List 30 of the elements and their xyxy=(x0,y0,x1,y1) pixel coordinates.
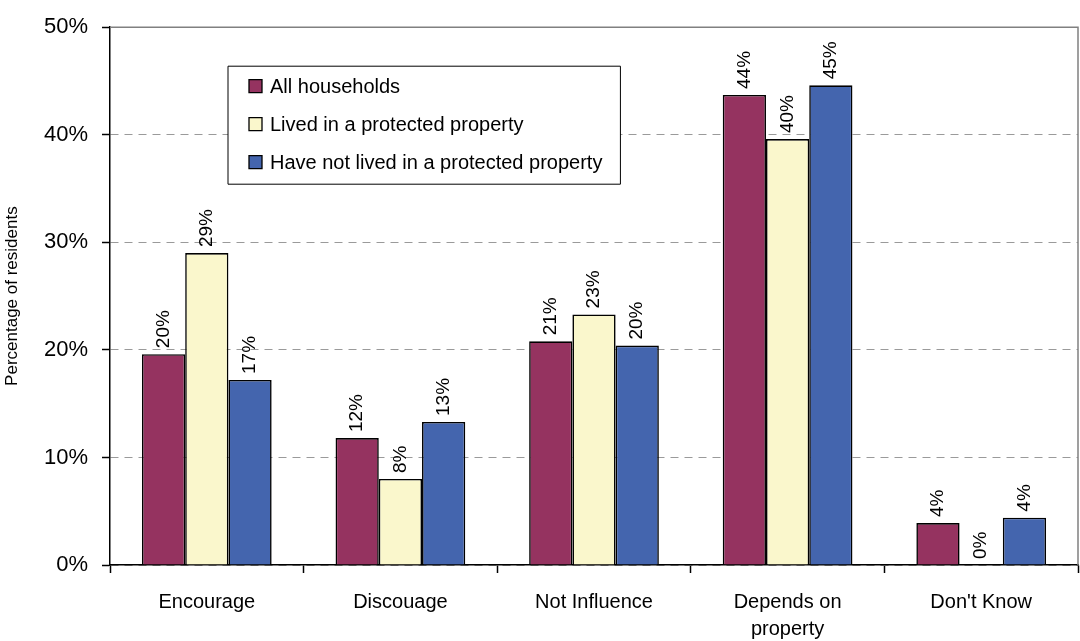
data-label: 40% xyxy=(775,94,797,134)
x-tick-label: Discouage xyxy=(353,590,448,613)
data-label: 20% xyxy=(151,310,173,349)
x-tick-label: Not Influence xyxy=(535,590,653,613)
data-label: 21% xyxy=(539,297,560,336)
legend-label: Have not lived in a protected property xyxy=(270,150,603,173)
data-label: 12% xyxy=(345,393,367,433)
data-label: 20% xyxy=(625,301,647,340)
y-tick-label: 50% xyxy=(43,13,88,39)
y-tick-label: 20% xyxy=(43,335,88,361)
x-tick-label: Depends on property xyxy=(733,590,842,640)
y-tick-label: 30% xyxy=(43,228,88,254)
x-tick-label: Encourage xyxy=(158,590,256,613)
legend-label: Lived in a protected property xyxy=(270,112,524,135)
y-tick-label: 10% xyxy=(43,443,88,469)
data-label: 0% xyxy=(969,531,991,559)
data-label: 8% xyxy=(388,445,410,473)
data-label: 4% xyxy=(926,489,948,518)
data-label: 17% xyxy=(238,335,260,374)
y-axis-title: Percentage of residents xyxy=(1,206,21,386)
x-tick-label: Don't Know xyxy=(930,590,1033,613)
data-label: 44% xyxy=(732,50,754,89)
data-label: 29% xyxy=(195,208,217,248)
y-tick-label: 0% xyxy=(56,551,88,577)
y-tick-label: 40% xyxy=(43,120,88,146)
legend-label: All households xyxy=(270,74,401,97)
data-label: 23% xyxy=(582,270,604,309)
data-label: 13% xyxy=(431,377,453,416)
data-label: 45% xyxy=(819,41,841,80)
data-label: 4% xyxy=(1012,484,1034,512)
